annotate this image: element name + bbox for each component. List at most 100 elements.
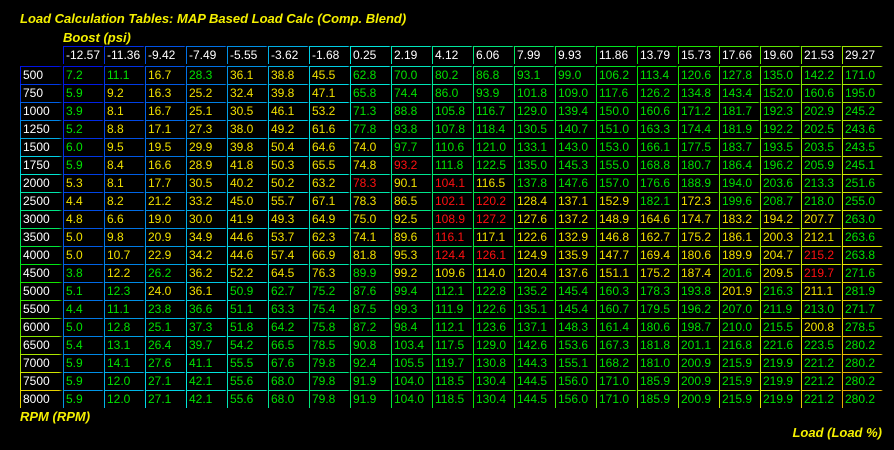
table-cell[interactable]: 19.5 bbox=[145, 138, 186, 156]
table-cell[interactable]: 36.2 bbox=[186, 264, 227, 282]
table-cell[interactable]: 34.9 bbox=[186, 228, 227, 246]
table-cell[interactable]: 152.9 bbox=[596, 192, 637, 210]
table-cell[interactable]: 263.0 bbox=[842, 210, 883, 228]
table-cell[interactable]: 27.3 bbox=[186, 120, 227, 138]
table-cell[interactable]: 8.4 bbox=[104, 156, 145, 174]
row-header[interactable]: 1750 bbox=[20, 156, 63, 174]
table-cell[interactable]: 39.8 bbox=[227, 138, 268, 156]
table-cell[interactable]: 63.3 bbox=[268, 300, 309, 318]
table-cell[interactable]: 33.2 bbox=[186, 192, 227, 210]
table-cell[interactable]: 86.5 bbox=[391, 192, 432, 210]
table-cell[interactable]: 99.4 bbox=[391, 282, 432, 300]
table-cell[interactable]: 105.5 bbox=[391, 354, 432, 372]
table-cell[interactable]: 67.1 bbox=[309, 192, 350, 210]
table-cell[interactable]: 36.6 bbox=[186, 300, 227, 318]
table-cell[interactable]: 39.8 bbox=[268, 84, 309, 102]
table-cell[interactable]: 78.5 bbox=[309, 336, 350, 354]
table-cell[interactable]: 50.2 bbox=[268, 174, 309, 192]
table-cell[interactable]: 280.2 bbox=[842, 372, 883, 390]
table-cell[interactable]: 223.5 bbox=[801, 336, 842, 354]
table-cell[interactable]: 208.7 bbox=[760, 192, 801, 210]
table-cell[interactable]: 201.9 bbox=[719, 282, 760, 300]
table-cell[interactable]: 194.0 bbox=[719, 174, 760, 192]
table-cell[interactable]: 5.1 bbox=[63, 282, 104, 300]
table-cell[interactable]: 143.0 bbox=[555, 138, 596, 156]
table-cell[interactable]: 5.0 bbox=[63, 318, 104, 336]
table-cell[interactable]: 280.2 bbox=[842, 336, 883, 354]
table-cell[interactable]: 203.6 bbox=[760, 174, 801, 192]
table-cell[interactable]: 62.3 bbox=[309, 228, 350, 246]
table-cell[interactable]: 12.0 bbox=[104, 372, 145, 390]
table-cell[interactable]: 200.9 bbox=[678, 354, 719, 372]
table-cell[interactable]: 183.2 bbox=[719, 210, 760, 228]
table-cell[interactable]: 210.0 bbox=[719, 318, 760, 336]
table-cell[interactable]: 12.0 bbox=[104, 390, 145, 408]
table-cell[interactable]: 219.9 bbox=[760, 390, 801, 408]
table-cell[interactable]: 171.0 bbox=[596, 390, 637, 408]
table-cell[interactable]: 181.0 bbox=[637, 354, 678, 372]
table-cell[interactable]: 28.9 bbox=[186, 156, 227, 174]
table-cell[interactable]: 5.9 bbox=[63, 372, 104, 390]
column-header[interactable]: 19.60 bbox=[760, 46, 801, 64]
table-cell[interactable]: 201.1 bbox=[678, 336, 719, 354]
row-header[interactable]: 2500 bbox=[20, 192, 63, 210]
table-cell[interactable]: 8.1 bbox=[104, 102, 145, 120]
table-cell[interactable]: 127.2 bbox=[473, 210, 514, 228]
table-cell[interactable]: 79.8 bbox=[309, 372, 350, 390]
table-cell[interactable]: 221.2 bbox=[801, 390, 842, 408]
table-cell[interactable]: 80.2 bbox=[432, 66, 473, 84]
table-cell[interactable]: 129.0 bbox=[514, 102, 555, 120]
table-cell[interactable]: 93.9 bbox=[473, 84, 514, 102]
column-header[interactable]: -3.62 bbox=[268, 46, 309, 64]
table-cell[interactable]: 134.8 bbox=[678, 84, 719, 102]
table-cell[interactable]: 215.5 bbox=[760, 318, 801, 336]
column-header[interactable]: 11.86 bbox=[596, 46, 637, 64]
table-cell[interactable]: 3.8 bbox=[63, 264, 104, 282]
table-cell[interactable]: 188.9 bbox=[678, 174, 719, 192]
table-cell[interactable]: 171.0 bbox=[842, 66, 883, 84]
table-cell[interactable]: 30.5 bbox=[227, 102, 268, 120]
table-cell[interactable]: 177.5 bbox=[678, 138, 719, 156]
table-cell[interactable]: 47.1 bbox=[309, 84, 350, 102]
table-cell[interactable]: 118.5 bbox=[432, 390, 473, 408]
column-header[interactable]: 17.66 bbox=[719, 46, 760, 64]
table-cell[interactable]: 120.6 bbox=[678, 66, 719, 84]
table-cell[interactable]: 75.0 bbox=[350, 210, 391, 228]
table-cell[interactable]: 124.9 bbox=[514, 246, 555, 264]
table-cell[interactable]: 7.2 bbox=[63, 66, 104, 84]
table-cell[interactable]: 78.3 bbox=[350, 192, 391, 210]
table-cell[interactable]: 111.8 bbox=[432, 156, 473, 174]
table-cell[interactable]: 132.9 bbox=[555, 228, 596, 246]
table-cell[interactable]: 164.6 bbox=[637, 210, 678, 228]
table-cell[interactable]: 65.8 bbox=[350, 84, 391, 102]
row-header[interactable]: 7500 bbox=[20, 372, 63, 390]
table-cell[interactable]: 5.3 bbox=[63, 174, 104, 192]
table-cell[interactable]: 89.9 bbox=[350, 264, 391, 282]
table-cell[interactable]: 45.0 bbox=[227, 192, 268, 210]
table-cell[interactable]: 215.9 bbox=[719, 390, 760, 408]
table-cell[interactable]: 148.3 bbox=[555, 318, 596, 336]
table-cell[interactable]: 185.9 bbox=[637, 390, 678, 408]
table-cell[interactable]: 63.2 bbox=[309, 174, 350, 192]
table-cell[interactable]: 216.8 bbox=[719, 336, 760, 354]
column-header[interactable]: -9.42 bbox=[145, 46, 186, 64]
table-cell[interactable]: 23.8 bbox=[145, 300, 186, 318]
table-cell[interactable]: 79.8 bbox=[309, 354, 350, 372]
table-cell[interactable]: 151.0 bbox=[596, 120, 637, 138]
row-header[interactable]: 3500 bbox=[20, 228, 63, 246]
table-cell[interactable]: 88.8 bbox=[391, 102, 432, 120]
table-cell[interactable]: 119.7 bbox=[432, 354, 473, 372]
table-cell[interactable]: 218.0 bbox=[801, 192, 842, 210]
table-cell[interactable]: 51.1 bbox=[227, 300, 268, 318]
table-cell[interactable]: 22.9 bbox=[145, 246, 186, 264]
table-cell[interactable]: 215.9 bbox=[719, 354, 760, 372]
table-cell[interactable]: 175.2 bbox=[678, 228, 719, 246]
table-cell[interactable]: 16.6 bbox=[145, 156, 186, 174]
table-cell[interactable]: 104.0 bbox=[391, 372, 432, 390]
table-cell[interactable]: 30.5 bbox=[186, 174, 227, 192]
table-cell[interactable]: 219.9 bbox=[760, 372, 801, 390]
table-cell[interactable]: 50.4 bbox=[268, 138, 309, 156]
table-cell[interactable]: 180.6 bbox=[678, 246, 719, 264]
table-cell[interactable]: 57.4 bbox=[268, 246, 309, 264]
table-cell[interactable]: 4.4 bbox=[63, 300, 104, 318]
